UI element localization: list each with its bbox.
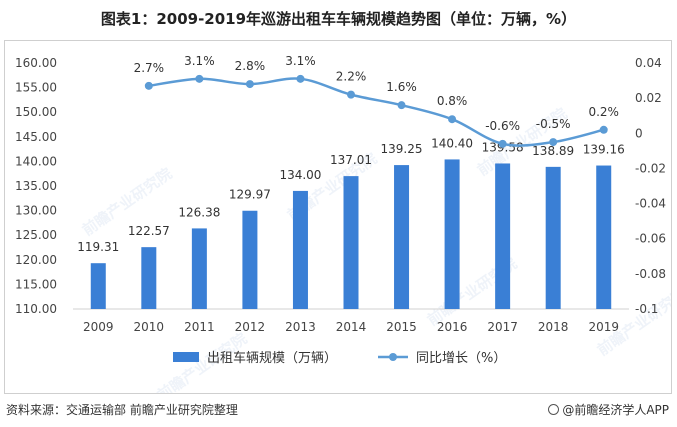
x-tick-label: 2010 — [134, 320, 165, 334]
bar — [90, 263, 106, 309]
left-y-tick-label: 135.00 — [15, 179, 57, 193]
bar-data-labels: 119.31 122.57 126.38 129.97 134.00 137.01 139.… — [77, 136, 624, 254]
right-y-tick-label: -0.02 — [635, 161, 666, 175]
left-y-tick-label: 155.00 — [15, 81, 57, 95]
bar-value-label: 138.89 — [532, 144, 574, 158]
left-y-axis: 110.00 115.00 120.00 125.00 130.00 135.00 140.… — [15, 56, 57, 316]
legend: 出租车辆规模（万辆） 同比增长（%） — [173, 350, 506, 366]
bar-value-label: 122.57 — [128, 224, 170, 238]
bar — [444, 159, 460, 309]
growth-point — [498, 139, 507, 148]
x-tick-label: 2014 — [336, 320, 367, 334]
left-y-tick-label: 115.00 — [15, 277, 57, 291]
x-tick-label: 2015 — [386, 320, 417, 334]
left-y-tick-label: 120.00 — [15, 253, 57, 267]
growth-value-label: 2.7% — [134, 61, 165, 75]
right-y-tick-label: -0.06 — [635, 232, 666, 246]
bar-value-label: 137.01 — [330, 153, 372, 167]
growth-value-label: 3.1% — [285, 54, 316, 68]
right-y-tick-label: 0 — [635, 126, 643, 140]
chart-title: 图表1：2009-2019年巡游出租车车辆规模趋势图（单位：万辆，%） — [100, 10, 577, 28]
growth-line-series — [144, 74, 608, 148]
growth-line — [148, 77, 605, 147]
x-tick-label: 2011 — [184, 320, 215, 334]
x-tick-label: 2018 — [538, 320, 569, 334]
left-y-tick-label: 145.00 — [15, 130, 57, 144]
growth-point — [599, 125, 608, 134]
bar — [343, 176, 359, 309]
growth-value-label: 0.2% — [588, 105, 619, 119]
bar — [191, 228, 207, 309]
left-y-tick-label: 130.00 — [15, 204, 57, 218]
right-y-axis: -0.1 -0.08 -0.06 -0.04 -0.02 0 0.02 0.04 — [635, 56, 666, 316]
right-y-tick-label: -0.08 — [635, 267, 666, 281]
legend-line-marker — [389, 353, 397, 361]
bar-value-label: 139.16 — [583, 143, 625, 157]
x-tick-label: 2019 — [588, 320, 619, 334]
bar-series — [90, 159, 612, 309]
left-y-tick-label: 125.00 — [15, 228, 57, 242]
growth-value-label: 2.2% — [336, 70, 367, 84]
x-tick-label: 2013 — [285, 320, 316, 334]
bar — [141, 247, 157, 309]
bar — [596, 165, 612, 309]
bar — [545, 166, 561, 309]
growth-point — [448, 115, 457, 124]
brand-text: @前瞻经济学人APP — [562, 403, 669, 417]
chart-frame: 前瞻产业研究院 前瞻产业研究院 前瞻产业研究院 前瞻产业研究院 前瞻产业研究院 前瞻产业研… — [4, 40, 672, 394]
growth-point — [296, 74, 305, 83]
bar-value-label: 126.38 — [178, 205, 220, 219]
right-y-tick-label: -0.04 — [635, 197, 666, 211]
brand-credit: @前瞻经济学人APP — [548, 401, 669, 418]
bar-value-label: 139.25 — [381, 142, 423, 156]
x-tick-label: 2009 — [83, 320, 114, 334]
growth-point — [144, 81, 153, 90]
left-y-tick-label: 160.00 — [15, 56, 57, 70]
bar — [292, 190, 308, 309]
growth-point — [347, 90, 355, 99]
source-note: 资料来源：交通运输部 前瞻产业研究院整理 — [6, 403, 238, 417]
right-y-tick-label: 0.04 — [635, 56, 662, 70]
growth-value-label: 1.6% — [386, 80, 417, 94]
growth-point — [549, 138, 558, 147]
bar-value-label: 129.97 — [229, 188, 271, 202]
bar — [394, 165, 410, 309]
left-y-tick-label: 140.00 — [15, 154, 57, 168]
growth-point — [195, 74, 204, 83]
x-tick-label: 2016 — [437, 320, 468, 334]
left-y-tick-label: 110.00 — [15, 302, 57, 316]
right-y-tick-label: -0.1 — [635, 302, 658, 316]
x-axis: 2009 2010 2011 2012 2013 2014 2015 2016 2017 2018… — [73, 308, 629, 334]
bar-value-label: 140.40 — [431, 136, 473, 150]
growth-data-labels: 2.7% 3.1% 2.8% 3.1% 2.2% 1.6% 0.8% -0.6% -0.5% 0.… — [134, 54, 619, 133]
growth-value-label: 0.8% — [437, 94, 468, 108]
left-y-tick-label: 150.00 — [15, 105, 57, 119]
growth-value-label: -0.6% — [485, 119, 520, 133]
x-tick-label: 2017 — [487, 320, 518, 334]
growth-value-label: -0.5% — [536, 117, 571, 131]
bar — [495, 163, 511, 309]
growth-value-label: 2.8% — [235, 59, 266, 73]
right-y-tick-label: 0.02 — [635, 91, 662, 105]
brand-logo-icon — [548, 404, 560, 415]
legend-bar-label: 出租车辆规模（万辆） — [207, 350, 337, 366]
bar — [242, 210, 258, 309]
growth-point — [245, 80, 254, 89]
bar-value-label: 134.00 — [279, 168, 321, 182]
bar-value-label: 119.31 — [77, 240, 119, 254]
legend-line-label: 同比增长（%） — [416, 351, 506, 366]
growth-value-label: 3.1% — [184, 54, 215, 68]
x-tick-label: 2012 — [235, 320, 266, 334]
legend-bar-swatch — [173, 352, 199, 362]
growth-point — [397, 101, 406, 110]
